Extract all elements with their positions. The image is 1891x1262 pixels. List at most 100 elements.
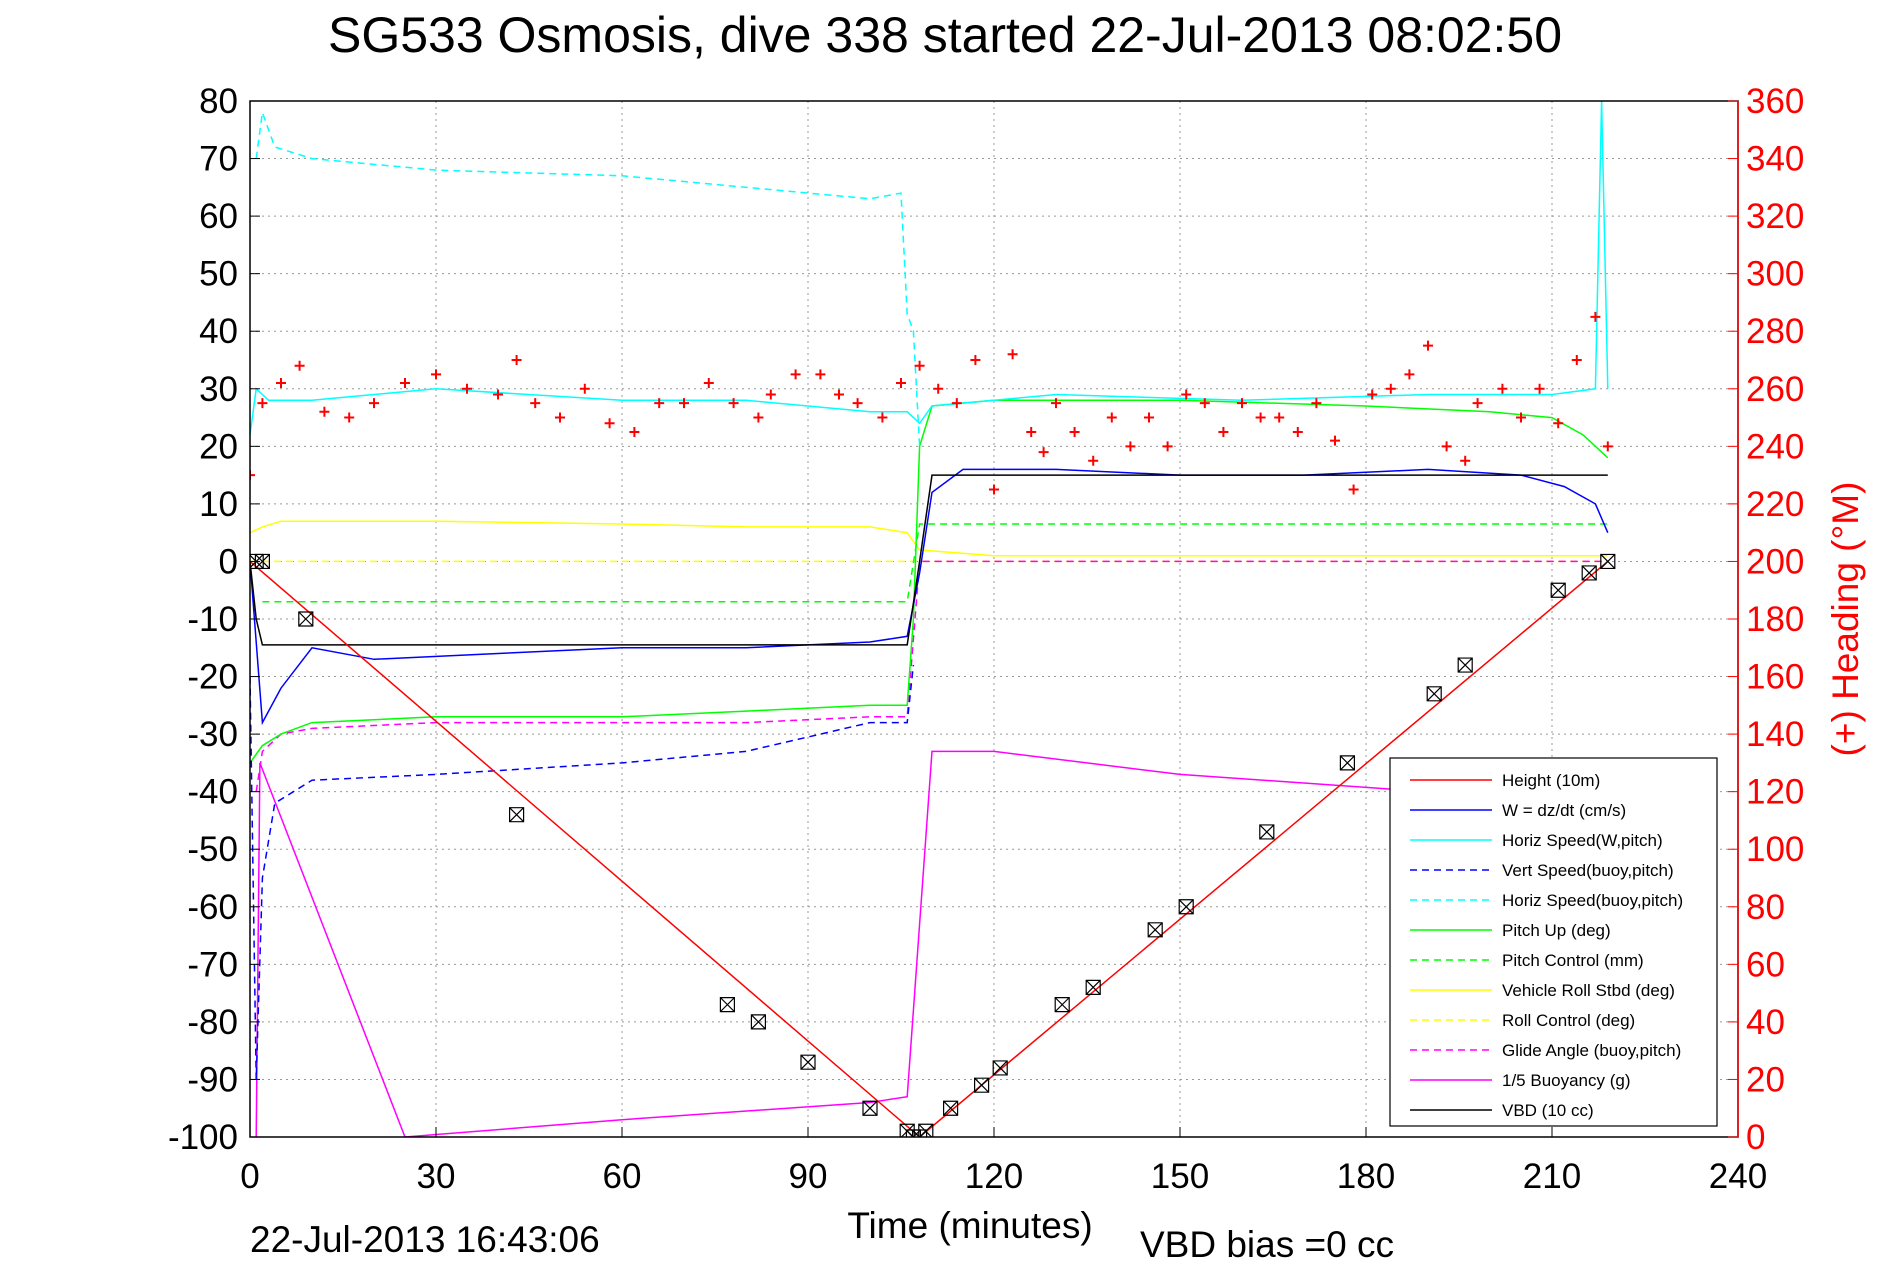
x-tick-labels: 0 30 60 90 120 150 180 210 240	[240, 1127, 1767, 1196]
chart-title: SG533 Osmosis, dive 338 started 22-Jul-2…	[328, 7, 1562, 63]
y-right-tick-label: 200	[1746, 542, 1804, 581]
y-tick-label: -90	[187, 1060, 238, 1099]
heading-marker	[1199, 398, 1210, 409]
series-line	[255, 112, 921, 447]
y-tick-label: 60	[199, 197, 238, 236]
y-tick-labels: 80 70 60 50 40 30 20 10 0 -10 -20 -30 -40 -50 -60 -70 -8…	[168, 82, 260, 1157]
heading-marker	[1038, 447, 1049, 458]
dive-marker	[1426, 686, 1442, 702]
y-right-tick-label: 360	[1746, 82, 1804, 121]
heading-marker	[1274, 412, 1285, 423]
series-line	[250, 520, 1608, 557]
heading-marker	[1590, 311, 1601, 322]
dive-marker	[509, 807, 525, 823]
heading-marker	[319, 406, 330, 417]
y-tick-label: 10	[199, 485, 238, 524]
heading-marker	[1571, 355, 1582, 365]
heading-marker	[294, 360, 305, 371]
heading-marker	[914, 360, 925, 371]
series-layer	[250, 101, 1616, 1137]
legend: Height (10m) W = dz/dt (cm/s) Horiz Speed(…	[1389, 757, 1718, 1127]
y-right-tick-label: 260	[1746, 370, 1804, 409]
heading-marker	[604, 418, 615, 429]
heading-marker	[1330, 435, 1340, 446]
dive-marker	[1457, 657, 1473, 673]
y-tick-label: -60	[187, 888, 238, 927]
y-tick-label: 20	[199, 427, 238, 466]
y-right-tick-label: 100	[1746, 830, 1804, 869]
heading-marker	[1423, 340, 1433, 351]
x-tick-label: 150	[1151, 1157, 1209, 1196]
y-right-tick-label: 60	[1746, 945, 1785, 984]
heading-marker	[654, 398, 665, 409]
y-tick-label: -50	[187, 830, 238, 869]
heading-marker	[790, 369, 801, 380]
legend-entry: W = dz/dt (cm/s)	[1502, 801, 1626, 820]
heading-marker	[369, 398, 379, 409]
y-tick-label: 30	[199, 370, 238, 409]
legend-box	[1389, 757, 1718, 1127]
heading-marker	[1125, 441, 1136, 452]
heading-marker	[555, 412, 565, 423]
heading-marker	[1069, 426, 1080, 437]
series-line	[255, 560, 1608, 792]
heading-marker	[579, 383, 590, 394]
dive-marker	[1085, 979, 1101, 995]
heading-marker	[400, 378, 410, 389]
x-tick-label: 120	[965, 1157, 1023, 1196]
y-right-tick-label: 0	[1746, 1118, 1765, 1157]
dive-marker	[974, 1077, 990, 1093]
heading-marker	[989, 484, 999, 495]
x-tick-label: 210	[1523, 1157, 1581, 1196]
heading-marker	[933, 383, 944, 394]
legend-entry: Pitch Control (mm)	[1502, 951, 1644, 970]
y-right-tick-label: 160	[1746, 658, 1804, 697]
heading-marker	[530, 398, 541, 409]
dive-marker	[750, 1014, 766, 1030]
heading-marker	[679, 398, 689, 409]
legend-entry: Roll Control (deg)	[1502, 1011, 1635, 1030]
heading-marker	[1441, 441, 1452, 452]
heading-marker	[703, 378, 714, 389]
y-right-tick-label: 80	[1746, 888, 1785, 927]
legend-entry: Vehicle Roll Stbd (deg)	[1502, 981, 1675, 1000]
x-tick-label: 240	[1709, 1157, 1767, 1196]
heading-marker	[815, 369, 826, 380]
y-tick-label: 0	[219, 542, 238, 581]
dive-marker	[1054, 997, 1070, 1013]
heading-marker	[431, 369, 441, 380]
legend-entry: 1/5 Buoyancy (g)	[1502, 1071, 1631, 1090]
dive-marker	[1581, 565, 1597, 581]
heading-marker	[1088, 455, 1099, 466]
legend-entry: Vert Speed(buoy,pitch)	[1502, 861, 1674, 880]
heading-marker	[276, 378, 286, 389]
dive-marker	[719, 997, 735, 1013]
y-right-tick-label: 140	[1746, 715, 1804, 754]
x-tick-label: 30	[417, 1157, 456, 1196]
y-right-tick-label: 180	[1746, 600, 1804, 639]
y-right-tick-label: 220	[1746, 485, 1804, 524]
y-right-tick-labels: 3603403203002802602402202001801601401201…	[1728, 82, 1804, 1157]
heading-marker	[344, 412, 355, 423]
heading-marker	[1534, 383, 1545, 394]
dive-marker	[1259, 824, 1275, 840]
dive-marker	[1600, 553, 1616, 570]
heading-marker	[1404, 369, 1415, 380]
heading-marker	[896, 378, 906, 389]
heading-marker	[1385, 383, 1396, 394]
heading-marker	[493, 389, 503, 400]
y-tick-label: -10	[187, 600, 238, 639]
series-line	[250, 399, 1609, 764]
heading-marker	[1026, 426, 1037, 437]
y-right-tick-label: 240	[1746, 427, 1804, 466]
x-tick-label: 0	[240, 1157, 259, 1196]
x-axis-label: Time (minutes)	[847, 1205, 1092, 1246]
legend-entry: Glide Angle (buoy,pitch)	[1502, 1041, 1681, 1060]
legend-entry: Height (10m)	[1502, 771, 1600, 790]
heading-marker	[1472, 398, 1483, 409]
heading-marker	[1255, 412, 1266, 423]
heading-marker	[951, 398, 962, 409]
legend-entry: Horiz Speed(W,pitch)	[1502, 831, 1663, 850]
heading-marker	[1106, 412, 1117, 423]
dive-marker	[918, 1123, 934, 1137]
